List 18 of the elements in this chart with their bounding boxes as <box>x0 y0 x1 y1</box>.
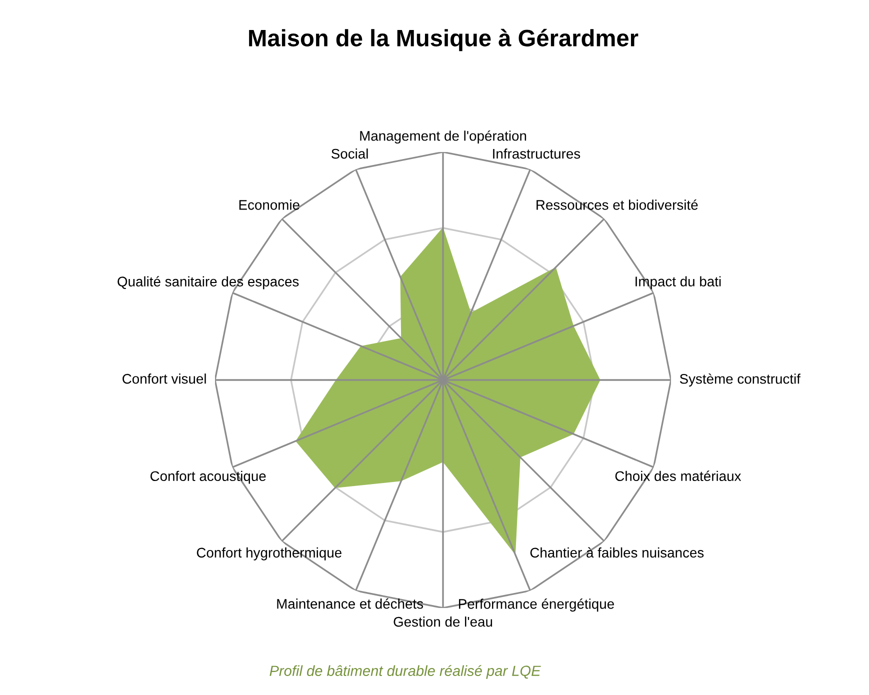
text: Profil de bâtiment durable réalisé par LQE <box>270 665 541 679</box>
spoke-label: Impact du bati <box>636 276 721 290</box>
spoke-label: Système constructif <box>680 373 800 387</box>
spoke-label: Performance énergétique <box>458 598 614 612</box>
spoke-label: Management de l'opération <box>360 130 526 144</box>
chart-title: Maison de la Musique à Gérardmer <box>249 28 638 52</box>
spoke-label: Confort acoustique <box>150 470 266 484</box>
spoke-label: Infrastructures <box>493 148 580 159</box>
spoke-label: Confort hygrothermique <box>196 547 342 560</box>
spoke-label: Chantier à faibles nuisances <box>530 547 704 558</box>
spoke-label: Gestion de l'eau <box>394 616 492 627</box>
spoke-label: Economie <box>239 200 300 210</box>
spoke-label: Qualité sanitaire des espaces <box>118 276 299 290</box>
spoke-label: Maintenance et déchets <box>277 598 424 609</box>
spoke-label: Choix des matériaux <box>615 470 742 482</box>
spoke-label: Confort visuel <box>122 374 206 384</box>
spoke-label: Ressources et biodiversité <box>536 199 698 210</box>
spoke-label: Social <box>332 148 368 159</box>
